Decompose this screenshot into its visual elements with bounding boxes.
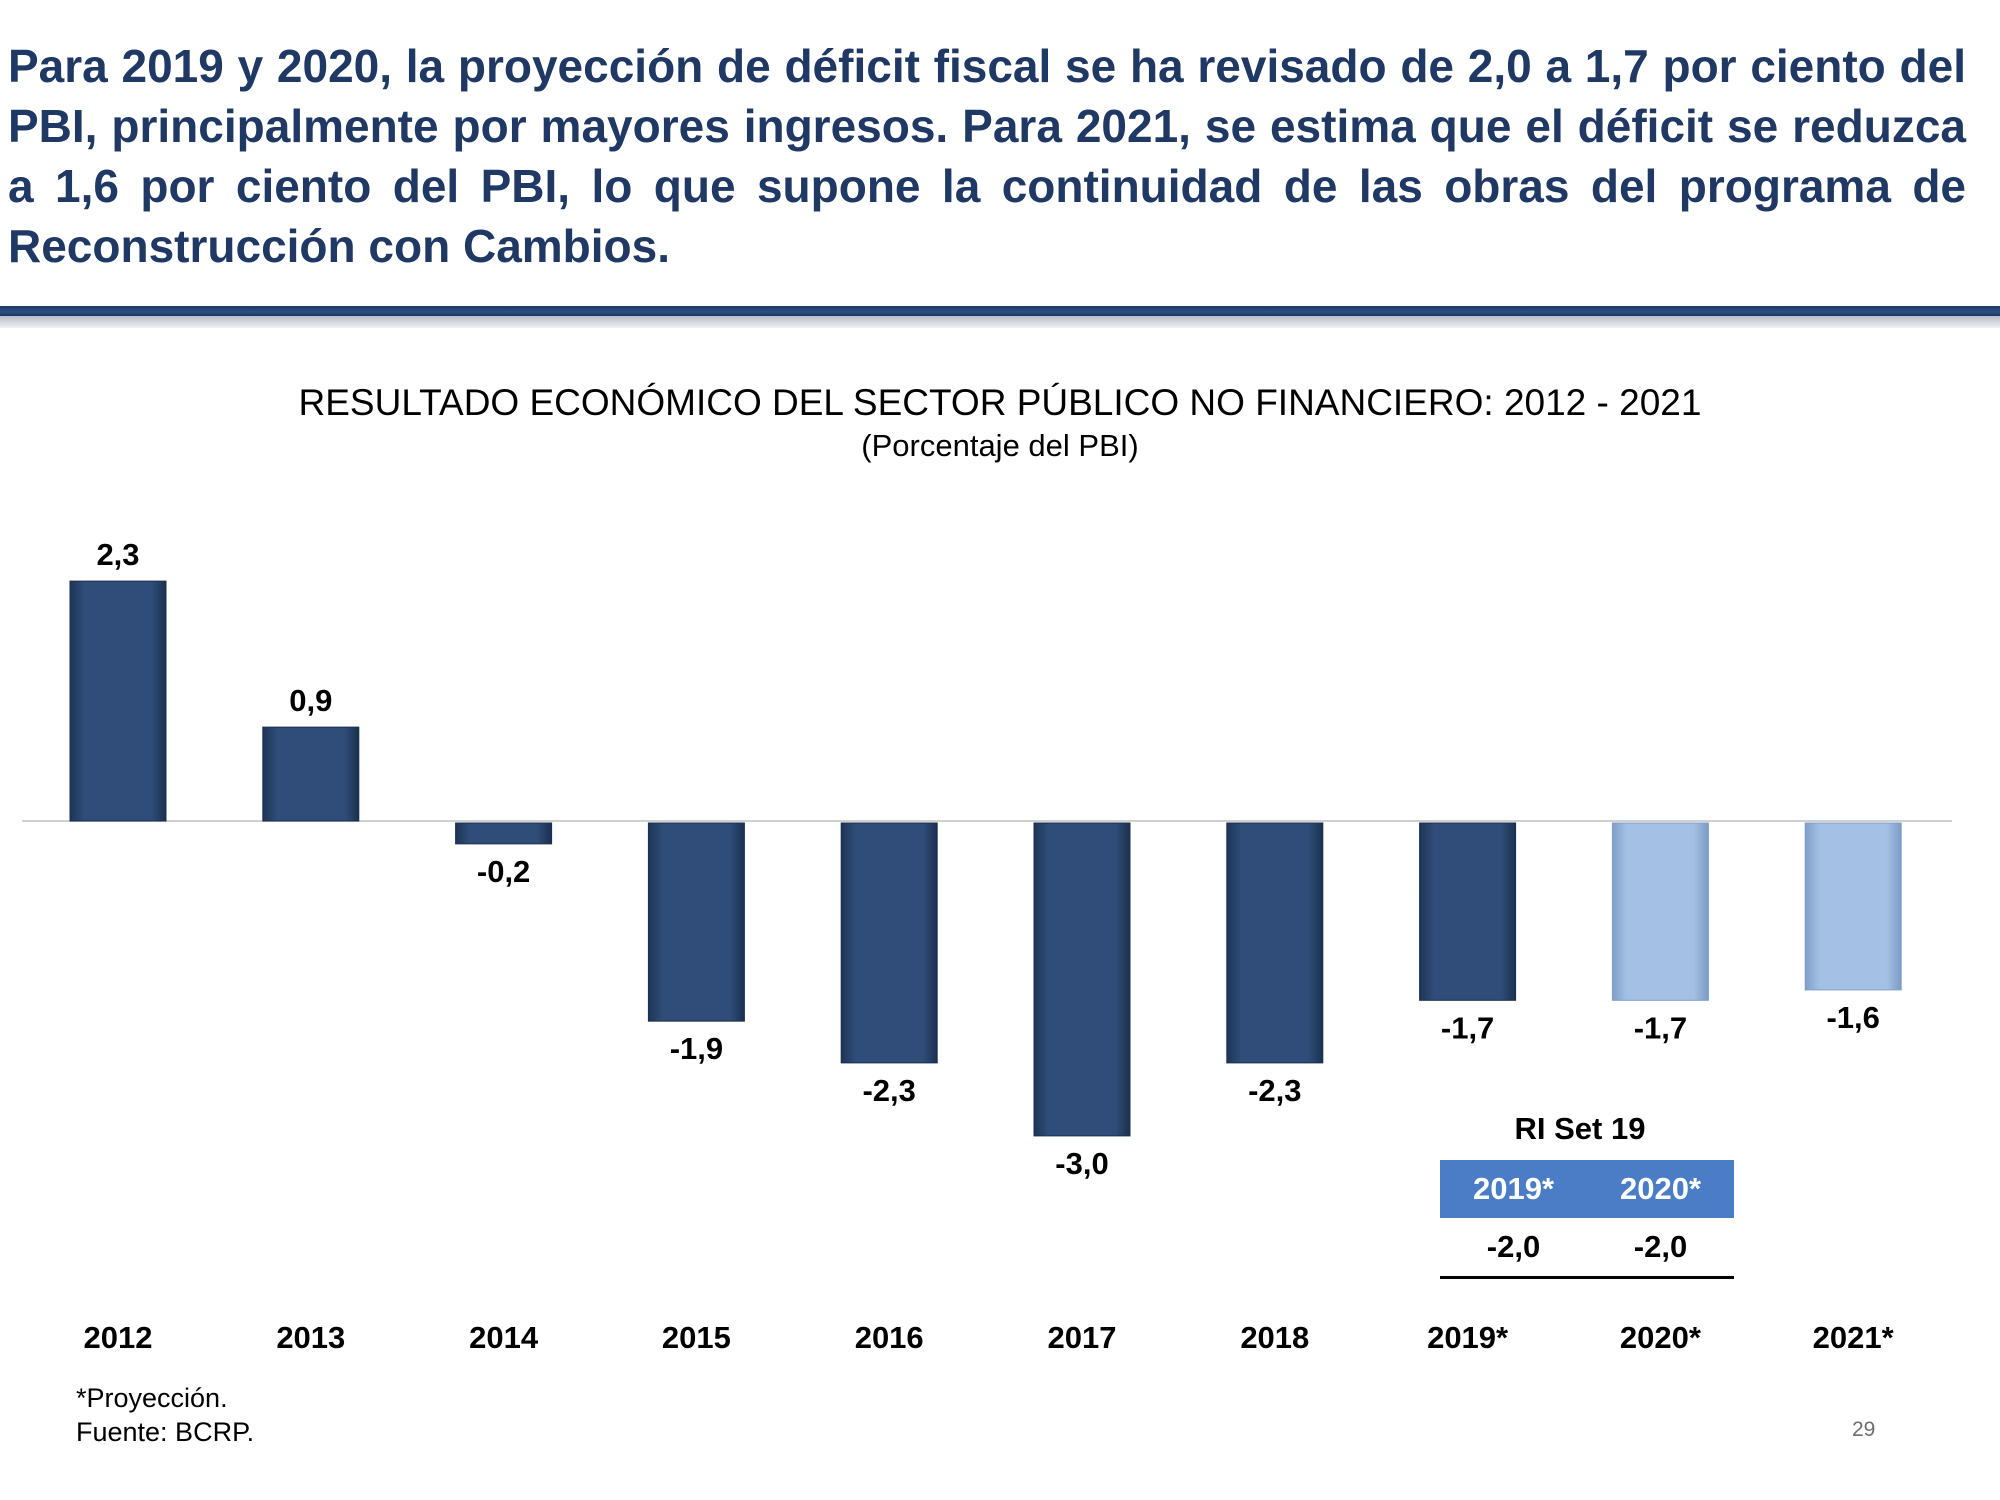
- value-label-2016: -2,3: [862, 1073, 915, 1108]
- value-label-2019: -1,7: [1441, 1010, 1494, 1045]
- bar-2020: [1611, 822, 1709, 1001]
- bar-2014: [455, 822, 553, 845]
- value-label-2018: -2,3: [1248, 1073, 1301, 1108]
- bar-chart: 2,3 2012 0,9 2013 -0,2 2014 -1,9 2015 -2,3 2016 -3…: [22, 537, 1952, 1355]
- bar-2019: [1419, 822, 1517, 1001]
- header-divider: [0, 306, 2000, 316]
- inset-header-2019: 2019*: [1440, 1160, 1587, 1218]
- headline-text: Para 2019 y 2020, la proyección de défic…: [8, 40, 1966, 272]
- category-label-2016: 2016: [855, 1320, 924, 1355]
- chart-title: RESULTADO ECONÓMICO DEL SECTOR PÚBLICO N…: [298, 382, 1702, 423]
- bar-2017: [1033, 822, 1131, 1137]
- projection-note: *Proyección.: [76, 1383, 228, 1413]
- bar-2013: [262, 726, 360, 822]
- value-label-2020: -1,7: [1634, 1010, 1687, 1045]
- chart-subtitle: (Porcentaje del PBI): [861, 428, 1139, 463]
- source-note: Fuente: BCRP.: [76, 1417, 255, 1447]
- category-label-2018: 2018: [1240, 1320, 1309, 1355]
- category-label-2019: 2019*: [1427, 1320, 1509, 1355]
- value-label-2012: 2,3: [96, 537, 139, 572]
- header-divider-shadow: [0, 316, 2000, 328]
- bar-2018: [1226, 822, 1324, 1064]
- ri-comparison-table: 2019* 2020* -2,0 -2,0: [1440, 1160, 1734, 1279]
- category-label-2013: 2013: [276, 1320, 345, 1355]
- value-label-2021: -1,6: [1826, 1000, 1879, 1035]
- bar-2016: [840, 822, 938, 1064]
- category-label-2020: 2020*: [1620, 1320, 1702, 1355]
- inset-value-2019: -2,0: [1440, 1218, 1587, 1279]
- value-label-2015: -1,9: [670, 1031, 723, 1066]
- bar-2012: [69, 580, 167, 822]
- value-label-2013: 0,9: [289, 683, 332, 718]
- category-label-2014: 2014: [469, 1320, 539, 1355]
- category-label-2015: 2015: [662, 1320, 731, 1355]
- category-label-2021: 2021*: [1813, 1320, 1895, 1355]
- bar-2015: [647, 822, 745, 1022]
- value-label-2014: -0,2: [477, 854, 530, 889]
- inset-header-2020: 2020*: [1587, 1160, 1734, 1218]
- bar-2021: [1804, 822, 1902, 991]
- category-label-2012: 2012: [84, 1320, 153, 1355]
- page-number: 29: [1852, 1418, 1876, 1441]
- value-label-2017: -3,0: [1055, 1146, 1108, 1181]
- inset-title: RI Set 19: [1514, 1111, 1646, 1146]
- footnote: *Proyección. Fuente: BCRP.: [76, 1381, 254, 1449]
- category-label-2017: 2017: [1048, 1320, 1117, 1355]
- inset-value-2020: -2,0: [1587, 1218, 1734, 1279]
